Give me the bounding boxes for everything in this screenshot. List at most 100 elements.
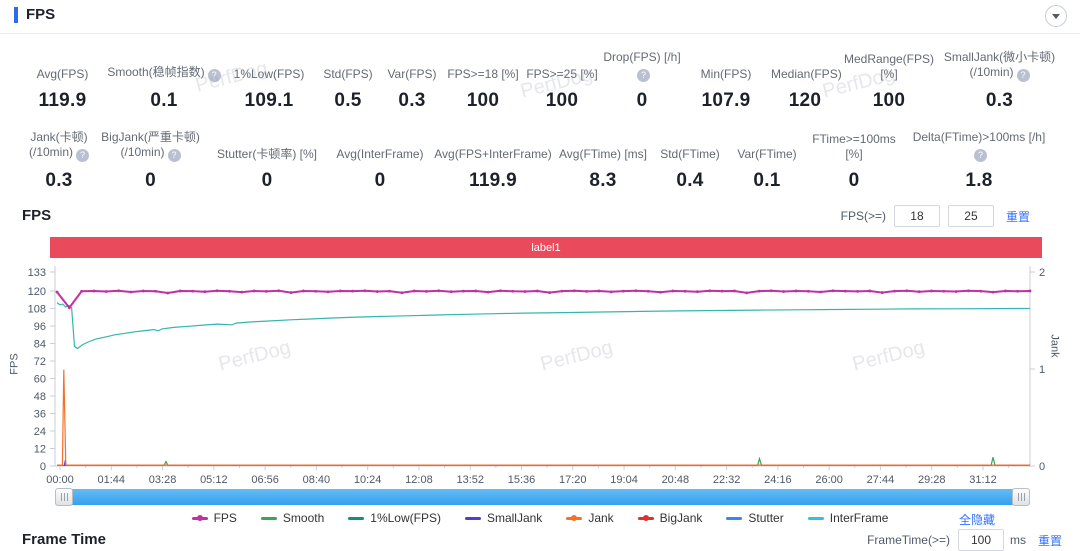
svg-text:133: 133: [28, 267, 46, 279]
frametime-threshold-filter: FrameTime(>=) ms 重置: [867, 529, 1062, 551]
svg-text:108: 108: [28, 303, 46, 315]
stat-value: 0: [374, 170, 386, 191]
svg-text:06:56: 06:56: [251, 474, 279, 486]
scrollbar-left-handle[interactable]: [55, 488, 73, 506]
stat-value: 100: [872, 90, 906, 111]
svg-text:48: 48: [34, 391, 46, 403]
stat-avg-fps-: Avg(FPS) 119.9: [20, 48, 105, 112]
stat-value: 0.3: [45, 170, 73, 191]
legend-item-interframe[interactable]: InterFrame: [807, 511, 888, 525]
panel-header: FPS: [14, 6, 55, 23]
help-icon[interactable]: ?: [167, 149, 181, 162]
svg-text:15:36: 15:36: [508, 474, 536, 486]
help-icon[interactable]: ?: [637, 69, 650, 82]
svg-text:1: 1: [1039, 364, 1045, 376]
legend-item-stutter[interactable]: Stutter: [726, 511, 784, 525]
svg-text:17:20: 17:20: [559, 474, 587, 486]
stat-smooth-: Smooth(稳帧指数)? 0.1: [105, 48, 223, 112]
fps-threshold-filter: FPS(>=) 重置: [841, 205, 1030, 227]
stat-avg-ftime-ms-: Avg(FTime) [ms] 8.3: [557, 128, 649, 192]
left-axis-label: FPS: [8, 353, 21, 375]
hide-all-link[interactable]: 全隐藏: [958, 513, 995, 527]
legend-item-smooth[interactable]: Smooth: [260, 511, 324, 525]
stat-value: 8.3: [589, 170, 617, 191]
stat-var-fps-: Var(FPS) 0.3: [381, 48, 443, 112]
help-icon[interactable]: ?: [76, 149, 89, 162]
svg-text:12:08: 12:08: [405, 474, 433, 486]
stats-row-2: Jank(卡顿) (/10min)? 0.3 BigJank(严重卡顿) (/10min…: [20, 128, 1053, 192]
stat-label: Avg(FPS): [36, 67, 89, 81]
fps-threshold-input-2[interactable]: [947, 205, 994, 227]
stat-fps-25-%-: FPS>=25 [%] 100: [523, 48, 601, 112]
stat-value: 0.3: [398, 90, 426, 111]
svg-text:27:44: 27:44: [867, 474, 895, 486]
frame-time-title: Frame Time: [22, 531, 106, 548]
stat-label: Min(FPS): [700, 67, 752, 81]
frametime-reset-link[interactable]: 重置: [1037, 533, 1062, 548]
legend-item-fps[interactable]: FPS: [191, 511, 237, 525]
legend-label: Stutter: [748, 511, 784, 525]
stat-label: Drop(FPS) [/h]?: [603, 50, 681, 82]
svg-text:120: 120: [28, 286, 46, 298]
stat-label: MedRange(FPS)[%]: [843, 52, 935, 81]
legend-item-bigjank[interactable]: BigJank: [637, 511, 703, 525]
legend-swatch: [191, 515, 208, 521]
legend-dot: [642, 515, 649, 521]
help-icon[interactable]: ?: [974, 149, 987, 162]
stat-value: 0: [636, 90, 648, 111]
stat-value: 120: [788, 90, 822, 111]
stat-label: Delta(FTime)>100ms [/h]?: [912, 130, 1046, 162]
stat-value: 0: [848, 170, 860, 191]
stat-label: SmallJank(微小卡顿): [943, 50, 1056, 64]
frametime-threshold-label: FrameTime(>=): [867, 533, 950, 547]
fps-chart-title: FPS: [22, 207, 52, 224]
scrollbar-right-handle[interactable]: [1012, 488, 1030, 506]
help-icon[interactable]: ?: [207, 69, 221, 82]
fps-reset-link[interactable]: 重置: [1005, 209, 1030, 224]
chart-legend: FPS Smooth 1%Low(FPS) SmallJank Jank BigJank S…: [0, 511, 1080, 525]
stat-value: 0.1: [753, 170, 781, 191]
stat-fps-18-%-: FPS>=18 [%] 100: [443, 48, 523, 112]
legend-item-jank[interactable]: Jank: [566, 511, 614, 525]
stat-value: 107.9: [701, 90, 751, 111]
stat-label: Var(FPS): [387, 67, 437, 81]
chart-scrollbar[interactable]: [55, 488, 1030, 506]
stat-label: FPS>=25 [%]: [526, 67, 598, 81]
stat-label: Std(FTime): [660, 147, 720, 161]
scrollbar-track[interactable]: [72, 489, 1013, 505]
legend-label: 1%Low(FPS): [370, 511, 441, 525]
legend-swatch: [464, 516, 481, 520]
stat-value: 100: [466, 90, 500, 111]
stat-std-ftime-: Std(FTime) 0.4: [649, 128, 731, 192]
svg-text:01:44: 01:44: [98, 474, 126, 486]
stat-ftime-100ms-%-: FTime>=100ms [%] 0: [803, 128, 905, 192]
svg-text:0: 0: [40, 461, 46, 473]
stat-value: 0.5: [334, 90, 362, 111]
stat-value: 100: [545, 90, 579, 111]
svg-text:10:24: 10:24: [354, 474, 382, 486]
legend-item-smalljank[interactable]: SmallJank: [464, 511, 542, 525]
svg-text:60: 60: [34, 373, 46, 385]
right-axis-label: Jank: [1048, 334, 1061, 358]
stat-label: (/10min)?: [22, 145, 96, 162]
stats-row-1: Avg(FPS) 119.9 Smooth(稳帧指数)? 0.1 1%Low(FPS) 1…: [20, 48, 1062, 112]
legend-swatch: [348, 516, 365, 520]
stat-smalljank-: SmallJank(微小卡顿) (/10min)? 0.3: [937, 48, 1062, 112]
legend-label: BigJank: [659, 511, 703, 525]
series-interframe: [56, 302, 1031, 350]
svg-text:29:28: 29:28: [918, 474, 946, 486]
fps-threshold-input-1[interactable]: [893, 205, 940, 227]
stat-value: 0.3: [985, 90, 1014, 111]
stat-label: Std(FPS): [323, 67, 373, 81]
frametime-threshold-input[interactable]: [957, 529, 1004, 551]
collapse-button[interactable]: [1045, 5, 1067, 27]
stat-1%low-fps-: 1%Low(FPS) 109.1: [223, 48, 315, 112]
legend-item-1%low-fps-[interactable]: 1%Low(FPS): [348, 511, 441, 525]
accent-bar: [14, 6, 18, 23]
svg-text:12: 12: [34, 443, 46, 455]
panel-title: FPS: [26, 6, 56, 23]
help-icon[interactable]: ?: [1016, 69, 1030, 82]
stat-label: (/10min)?: [939, 65, 1060, 82]
